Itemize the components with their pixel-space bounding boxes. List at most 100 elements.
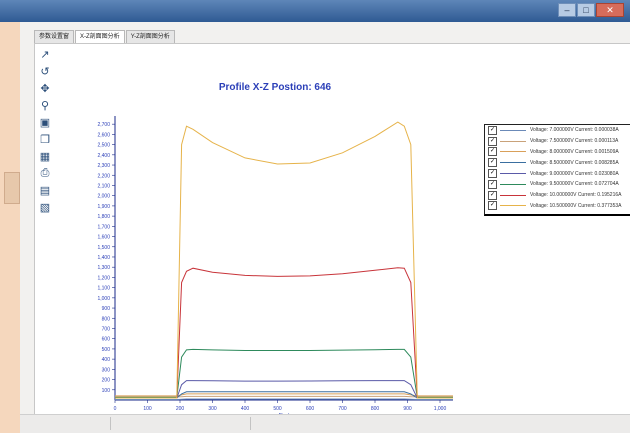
legend-item: ✓ Voltage: 7.500000V Current: 0.000113A (485, 136, 630, 147)
legend-checkbox[interactable]: ✓ (488, 158, 497, 168)
legend-item: ✓ Voltage: 9.500000V Current: 0.072704A (485, 179, 630, 190)
series-line (115, 267, 453, 399)
series-line (115, 391, 453, 399)
y-tick-label: 2,200 (97, 173, 110, 179)
save-icon[interactable]: ▧ (39, 201, 51, 214)
legend-swatch (500, 194, 526, 196)
y-tick-label: 2,300 (97, 163, 110, 169)
y-tick-label: 300 (102, 367, 111, 373)
legend-checkbox[interactable]: ✓ (488, 190, 497, 200)
legend-label: Voltage: 8.500000V Current: 0.008285A (530, 159, 619, 166)
frame-handle[interactable] (4, 172, 20, 204)
legend-checkbox[interactable]: ✓ (488, 147, 497, 157)
left-frame (0, 22, 20, 432)
y-tick-label: 1,800 (97, 214, 110, 220)
x-tick-label: 600 (306, 406, 315, 412)
x-tick-label: 900 (403, 406, 412, 412)
y-tick-label: 2,100 (97, 183, 110, 189)
legend-swatch (500, 183, 526, 185)
legend-checkbox[interactable]: ✓ (488, 125, 497, 135)
y-tick-label: 900 (102, 306, 111, 312)
table-icon[interactable]: ▦ (39, 150, 51, 163)
undo-icon[interactable]: ↺ (40, 65, 50, 78)
copy-icon[interactable]: ❐ (40, 133, 50, 146)
x-tick-label: 200 (176, 406, 185, 412)
title-bar: – □ ✕ (0, 0, 630, 22)
y-tick-label: 600 (102, 337, 111, 343)
y-tick-label: 800 (102, 316, 111, 322)
legend-swatch (500, 151, 526, 153)
tab-parameters[interactable]: 参数设置窗 (34, 30, 75, 44)
chart-panel: ↗ ↺ ✥ ⚲ ▣ ❐ ▦ ⎙ ▤ ▧ Profile X-Z Postion:… (34, 43, 630, 417)
y-tick-label: 100 (102, 388, 111, 394)
legend-label: Voltage: 9.000000V Current: 0.023080A (530, 170, 619, 177)
series-line (115, 398, 453, 400)
series-line (115, 121, 453, 399)
series-line (115, 380, 453, 399)
legend-swatch (500, 173, 526, 175)
y-tick-label: 2,700 (97, 122, 110, 128)
legend-label: Voltage: 7.000000V Current: 0.000038A (530, 127, 619, 134)
close-button[interactable]: ✕ (596, 3, 624, 17)
series-line (115, 395, 453, 398)
legend-checkbox[interactable]: ✓ (488, 136, 497, 146)
y-tick-label: 400 (102, 357, 111, 363)
legend-checkbox[interactable]: ✓ (488, 169, 497, 179)
y-tick-label: 200 (102, 378, 111, 384)
legend-label: Voltage: 7.500000V Current: 0.000113A (530, 138, 619, 145)
y-tick-label: 700 (102, 326, 111, 332)
minimize-button[interactable]: – (558, 3, 576, 17)
legend-checkbox[interactable]: ✓ (488, 179, 497, 189)
x-tick-label: 1,000 (434, 406, 447, 412)
profile-chart[interactable]: Profile X-Z Postion: 646 100 200 300 400 500 6… (70, 72, 478, 417)
legend-swatch (500, 205, 526, 207)
status-segment (20, 417, 111, 430)
pointer-icon[interactable]: ↗ (40, 48, 50, 61)
x-tick-label: 700 (338, 406, 347, 412)
pan-icon[interactable]: ✥ (40, 82, 50, 95)
y-tick-label: 2,400 (97, 153, 110, 159)
y-tick-label: 2,600 (97, 132, 110, 138)
legend-label: Voltage: 10.500000V Current: 0.377353A (530, 202, 622, 209)
legend-item: ✓ Voltage: 9.000000V Current: 0.023080A (485, 168, 630, 179)
chart-toolbar: ↗ ↺ ✥ ⚲ ▣ ❐ ▦ ⎙ ▤ ▧ (37, 46, 55, 216)
y-tick-label: 2,500 (97, 143, 110, 149)
legend-item: ✓ Voltage: 8.500000V Current: 0.008285A (485, 157, 630, 168)
series-line (115, 348, 453, 398)
x-tick-label: 300 (208, 406, 217, 412)
y-tick-label: 1,400 (97, 255, 110, 261)
page-setup-icon[interactable]: ▤ (39, 184, 51, 197)
tab-xz-profile[interactable]: X-Z剖面图分析 (75, 30, 125, 44)
legend-swatch (500, 140, 526, 142)
x-tick-label: 400 (241, 406, 250, 412)
x-tick-label: 800 (371, 406, 380, 412)
legend-label: Voltage: 9.500000V Current: 0.072704A (530, 181, 619, 188)
image-icon[interactable]: ▣ (39, 116, 51, 129)
y-tick-label: 1,500 (97, 245, 110, 251)
tab-bar: 参数设置窗 X-Z剖面图分析 Y-Z剖面图分析 (34, 30, 176, 44)
y-tick-label: 1,200 (97, 275, 110, 281)
chart-title: Profile X-Z Postion: 646 (219, 82, 332, 93)
y-tick-label: 1,100 (97, 286, 110, 292)
y-tick-label: 500 (102, 347, 111, 353)
zoom-icon[interactable]: ⚲ (40, 99, 50, 112)
y-tick-label: 1,000 (97, 296, 110, 302)
legend-checkbox[interactable]: ✓ (488, 201, 497, 211)
legend-swatch (500, 129, 526, 131)
legend-item: ✓ Voltage: 10.000000V Current: 0.195216A (485, 190, 630, 201)
tab-yz-profile[interactable]: Y-Z剖面图分析 (125, 30, 175, 44)
legend-label: Voltage: 10.000000V Current: 0.195216A (530, 192, 622, 199)
legend-item: ✓ Voltage: 7.000000V Current: 0.000038A (485, 125, 630, 136)
print-icon[interactable]: ⎙ (40, 166, 50, 179)
y-tick-label: 1,900 (97, 204, 110, 210)
x-tick-label: 500 (273, 406, 282, 412)
series-line (115, 393, 453, 397)
y-tick-label: 1,700 (97, 224, 110, 230)
legend-item: ✓ Voltage: 10.500000V Current: 0.377353A (485, 201, 630, 212)
legend-label: Voltage: 8.000000V Current: 0.001509A (530, 148, 619, 155)
status-bar (20, 414, 630, 433)
maximize-button[interactable]: □ (577, 3, 595, 17)
x-tick-label: 100 (143, 406, 152, 412)
y-tick-label: 1,300 (97, 265, 110, 271)
legend-swatch (500, 162, 526, 164)
